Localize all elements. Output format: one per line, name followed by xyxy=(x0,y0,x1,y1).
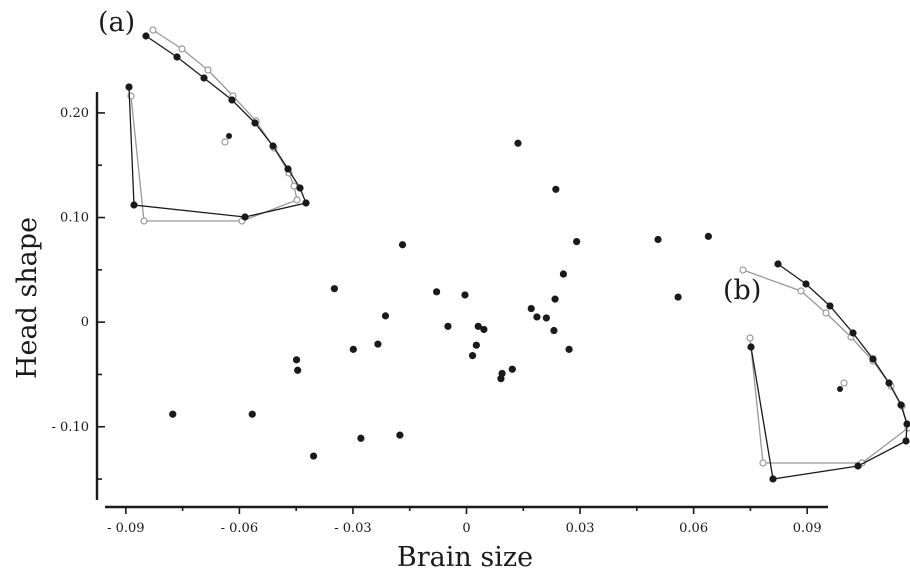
data-point xyxy=(654,235,662,244)
data-point xyxy=(474,322,482,330)
chart-axes: 0.20 0.10 0 - 0.10 - 0.09 - 0.06 - 0.03 0 0.03 0.… xyxy=(52,92,828,536)
x-tick-label: 0.06 xyxy=(679,521,708,536)
inset-b-target-landmark xyxy=(849,329,857,337)
inset-b-target-landmark xyxy=(747,343,755,351)
data-point xyxy=(248,410,256,418)
x-tick-label: 0.09 xyxy=(793,521,822,536)
inset-a-head-outline xyxy=(125,26,310,225)
inset-b-head-outline xyxy=(739,260,910,483)
data-point xyxy=(550,326,558,335)
data-point xyxy=(374,340,382,348)
data-point xyxy=(542,314,550,322)
inset-a-target-landmark xyxy=(130,201,138,209)
inset-b-label: (b) xyxy=(723,275,761,306)
data-point xyxy=(396,431,404,439)
inset-a-reference-landmark xyxy=(178,45,186,53)
inset-a-target-landmark xyxy=(284,165,292,173)
inset-a-reference-line xyxy=(130,29,298,222)
y-tick-label: 0.10 xyxy=(60,211,89,226)
data-point xyxy=(704,232,712,240)
x-tick-label: 0.03 xyxy=(566,521,595,536)
y-tick-label: 0 xyxy=(81,315,89,330)
inset-b-target-landmark xyxy=(837,386,843,392)
data-point xyxy=(461,291,469,299)
inset-b-target-landmark xyxy=(885,379,893,387)
inset-b-reference-landmark xyxy=(746,334,754,342)
x-tick-label: - 0.06 xyxy=(221,521,258,536)
inset-b-reference-line xyxy=(742,269,909,464)
data-point xyxy=(292,356,301,364)
inset-b-target-landmark xyxy=(826,302,834,310)
y-tick-label: 0.20 xyxy=(60,106,89,121)
inset-b-reference-landmark xyxy=(840,379,848,387)
y-tick-label: - 0.10 xyxy=(52,420,89,435)
y-axis-label: Head shape xyxy=(12,217,43,379)
data-point xyxy=(514,139,522,147)
data-point xyxy=(357,434,365,442)
x-tick-label: 0 xyxy=(462,521,470,536)
inset-a-target-landmark xyxy=(251,119,259,127)
inset-a-target-landmark xyxy=(200,74,208,82)
data-point xyxy=(533,313,541,321)
data-point xyxy=(349,345,357,353)
data-point xyxy=(565,345,573,353)
inset-b-reference-landmark xyxy=(759,459,767,467)
data-point xyxy=(294,366,302,374)
data-points xyxy=(169,139,712,460)
inset-b-target-landmark xyxy=(869,355,877,363)
data-point xyxy=(381,312,390,320)
data-point xyxy=(508,365,516,373)
inset-b-reference-landmark xyxy=(739,266,747,274)
inset-b-target-landmark xyxy=(902,437,910,445)
inset-a-reference-landmark xyxy=(290,182,298,190)
data-point xyxy=(559,270,568,278)
data-point xyxy=(551,295,559,303)
inset-a-target-landmark xyxy=(241,213,249,221)
inset-a-reference-landmark xyxy=(149,26,157,34)
data-point xyxy=(444,322,452,330)
data-point xyxy=(573,238,581,246)
inset-a-target-landmark xyxy=(296,184,304,192)
data-point xyxy=(674,293,682,301)
inset-b-target-landmark xyxy=(774,260,782,268)
data-point xyxy=(169,410,177,418)
inset-a-reference-landmark xyxy=(293,196,301,204)
inset-b-target-landmark xyxy=(854,462,862,470)
inset-a-target-landmark xyxy=(269,142,277,150)
inset-a-reference-landmark xyxy=(140,217,148,225)
inset-b-target-landmark xyxy=(903,420,910,428)
data-point xyxy=(309,452,318,460)
inset-a-target-line xyxy=(128,35,307,218)
data-point xyxy=(527,304,535,313)
inset-b-target-landmark xyxy=(897,401,905,409)
inset-b-target-landmark xyxy=(769,475,777,483)
inset-a-reference-landmark xyxy=(204,66,212,74)
inset-b-reference-landmark xyxy=(822,309,830,317)
data-point xyxy=(398,241,407,249)
inset-b-target-line xyxy=(750,263,908,480)
inset-a-target-landmark xyxy=(173,53,181,61)
x-axis-label: Brain size xyxy=(397,542,533,572)
inset-a-target-landmark xyxy=(302,199,310,207)
inset-a-target-landmark xyxy=(226,133,232,139)
inset-a-target-landmark xyxy=(125,83,133,91)
data-point xyxy=(432,288,441,296)
data-point xyxy=(498,369,506,378)
inset-b-reference-landmark xyxy=(797,287,805,295)
data-point xyxy=(552,185,560,193)
data-point xyxy=(468,352,477,360)
data-point xyxy=(480,325,488,334)
data-point xyxy=(330,285,338,293)
x-tick-label: - 0.03 xyxy=(334,521,371,536)
x-tick-label: - 0.09 xyxy=(107,521,144,536)
data-point xyxy=(472,341,480,349)
inset-a-reference-landmark xyxy=(221,138,229,146)
inset-a-label: (a) xyxy=(98,7,135,38)
inset-a-target-landmark xyxy=(228,96,236,104)
inset-a-target-landmark xyxy=(142,32,150,40)
inset-b-target-landmark xyxy=(802,280,810,288)
